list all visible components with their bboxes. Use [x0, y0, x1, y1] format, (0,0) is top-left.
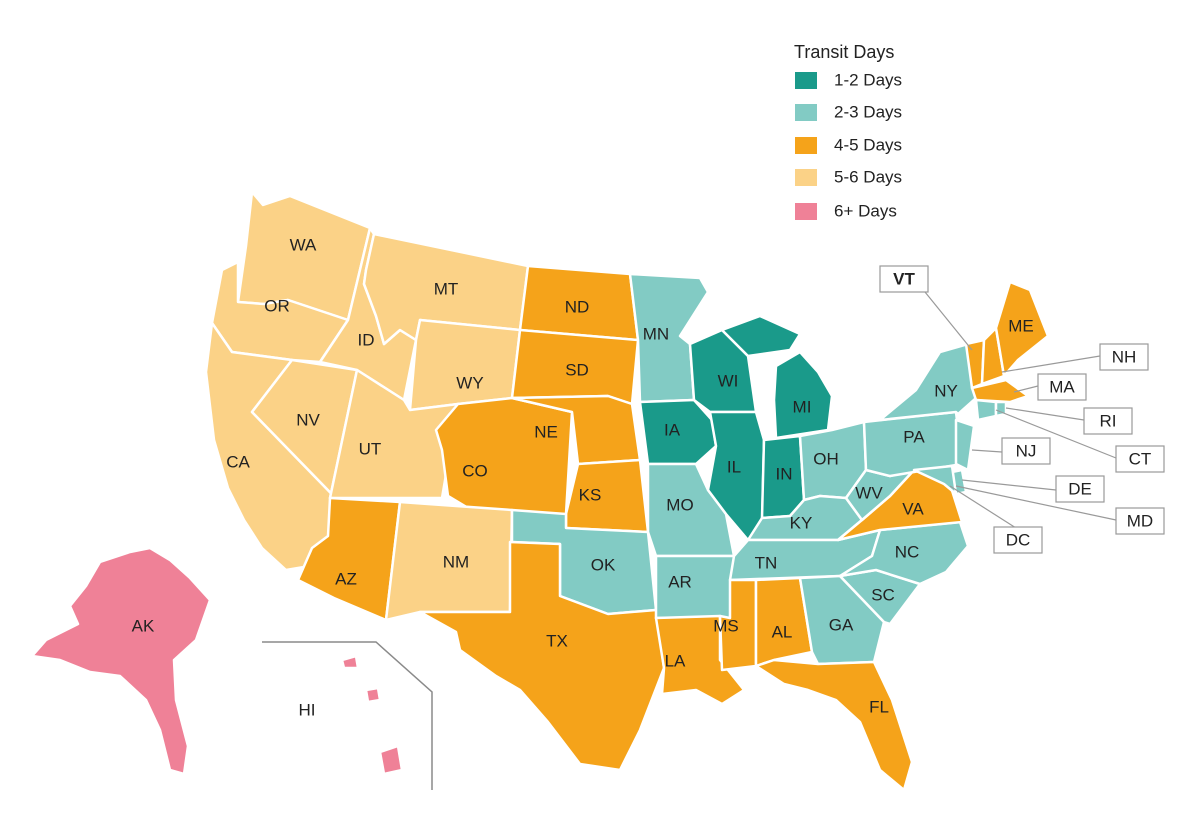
state-mi [772, 350, 834, 440]
label-ga: GA [829, 615, 854, 634]
legend: Transit Days 1-2 Days 2-3 Days 4-5 Days … [794, 42, 902, 220]
state-wy [408, 318, 522, 412]
label-hi: HI [299, 700, 316, 719]
callout-nh [1001, 343, 1149, 373]
label-ks: KS [579, 485, 602, 504]
legend-swatch-3 [795, 137, 817, 154]
callout-dc [949, 485, 1043, 554]
legend-title: Transit Days [794, 42, 894, 62]
label-nh: NH [1112, 347, 1137, 366]
state-co [434, 396, 574, 524]
label-al: AL [772, 622, 793, 641]
label-wy: WY [456, 373, 483, 392]
label-tn: TN [755, 553, 778, 572]
label-oh: OH [813, 449, 839, 468]
hawaii-inset-border [262, 641, 433, 790]
label-ct: CT [1129, 449, 1152, 468]
state-mo [646, 462, 736, 558]
label-fl: FL [869, 697, 889, 716]
callout-vt [879, 265, 973, 351]
state-ma [970, 378, 1030, 404]
label-az: AZ [335, 569, 357, 588]
label-ne: NE [534, 422, 558, 441]
label-or: OR [264, 296, 290, 315]
label-dc: DC [1006, 530, 1031, 549]
legend-label-1: 1-2 Days [834, 70, 902, 89]
callout-ma [1013, 373, 1087, 401]
legend-swatch-5 [795, 203, 817, 220]
callout-de [961, 475, 1105, 503]
label-ut: UT [359, 439, 382, 458]
state-me [994, 280, 1050, 378]
legend-swatch-2 [795, 104, 817, 121]
label-tx: TX [546, 631, 568, 650]
legend-label-2: 2-3 Days [834, 102, 902, 121]
label-wv: WV [855, 483, 883, 502]
label-ia: IA [664, 420, 681, 439]
state-ct [974, 398, 998, 422]
legend-swatch-1 [795, 72, 817, 89]
state-mi-up [720, 314, 802, 358]
label-nv: NV [296, 410, 320, 429]
label-id: ID [358, 330, 375, 349]
legend-label-4: 5-6 Days [834, 167, 902, 186]
label-in: IN [776, 464, 793, 483]
label-de: DE [1068, 479, 1092, 498]
label-sd: SD [565, 360, 589, 379]
label-vt: VT [893, 269, 915, 288]
label-ar: AR [668, 572, 692, 591]
label-nm: NM [443, 552, 469, 571]
label-la: LA [665, 651, 686, 670]
callout-ct [995, 409, 1165, 473]
label-ms: MS [713, 616, 739, 635]
legend-label-3: 4-5 Days [834, 135, 902, 154]
label-wa: WA [290, 235, 317, 254]
label-pa: PA [903, 427, 925, 446]
state-hi-island-3 [378, 744, 404, 776]
label-md: MD [1127, 511, 1153, 530]
state-tx [418, 540, 666, 772]
label-ma: MA [1049, 377, 1075, 396]
label-ok: OK [591, 555, 616, 574]
label-ky: KY [790, 513, 813, 532]
callout-nj [971, 437, 1051, 465]
label-mn: MN [643, 324, 669, 343]
label-mt: MT [434, 279, 459, 298]
state-fl [754, 658, 914, 792]
callout-ri [1005, 407, 1133, 435]
label-co: CO [462, 461, 488, 480]
label-il: IL [727, 457, 741, 476]
label-mo: MO [666, 495, 693, 514]
label-nc: NC [895, 542, 920, 561]
state-hi-island-1 [340, 654, 360, 670]
label-nd: ND [565, 297, 590, 316]
label-va: VA [902, 499, 924, 518]
state-al [754, 576, 814, 668]
state-nj [954, 418, 976, 472]
label-ri: RI [1100, 411, 1117, 430]
callout-md [955, 485, 1165, 535]
label-ak: AK [132, 616, 155, 635]
label-ny: NY [934, 381, 958, 400]
label-sc: SC [871, 585, 895, 604]
label-ca: CA [226, 452, 250, 471]
state-ak [30, 546, 212, 776]
state-md [912, 464, 958, 496]
state-hi-island-2 [364, 686, 382, 704]
state-ny [878, 342, 978, 422]
legend-swatch-4 [795, 169, 817, 186]
label-nj: NJ [1016, 441, 1037, 460]
legend-label-5: 6+ Days [834, 201, 897, 220]
label-wi: WI [718, 371, 739, 390]
label-mi: MI [793, 397, 812, 416]
state-labels: WA OR CA NV ID MT WY UT CO AZ NM ND SD N… [132, 235, 1154, 719]
state-wa [236, 190, 372, 322]
label-me: ME [1008, 316, 1034, 335]
